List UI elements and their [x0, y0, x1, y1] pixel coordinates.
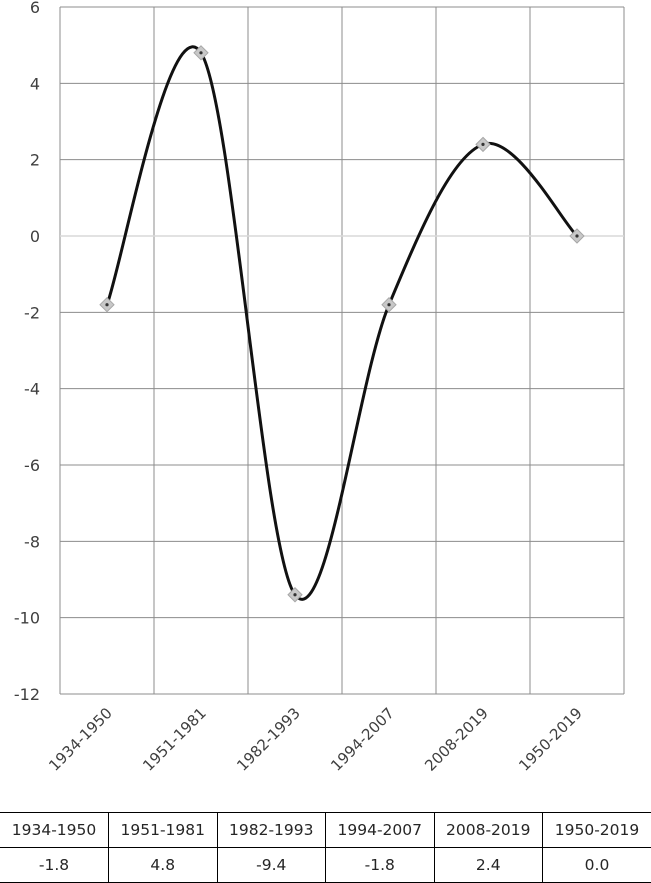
- table-value-cell: -9.4: [217, 848, 326, 883]
- table-value-row: -1.8 4.8 -9.4 -1.8 2.4 0.0: [0, 848, 651, 883]
- x-tick-label: 2008-2019: [421, 704, 492, 775]
- table-value-cell: 4.8: [109, 848, 218, 883]
- x-tick-label: 1934-1950: [45, 704, 116, 775]
- y-tick-label: 0: [30, 227, 40, 246]
- line-chart: 6 4 2 0 -2 -4 -6 -8 -10 -12 1934-1950 1951-1981 198…: [0, 0, 651, 812]
- y-tick-label: -12: [14, 685, 40, 704]
- table-header-cell: 1950-2019: [543, 813, 651, 848]
- table-value-cell: -1.8: [0, 848, 109, 883]
- data-point-center: [481, 143, 484, 146]
- table-header-cell: 1982-1993: [217, 813, 326, 848]
- data-point-center: [293, 593, 296, 596]
- table-value-cell: -1.8: [326, 848, 435, 883]
- y-tick-label: -10: [14, 609, 40, 628]
- data-table: 1934-1950 1951-1981 1982-1993 1994-2007 …: [0, 812, 651, 883]
- table-header-cell: 1934-1950: [0, 813, 109, 848]
- x-tick-label: 1982-1993: [233, 704, 304, 775]
- table-header-cell: 1951-1981: [109, 813, 218, 848]
- table-value-cell: 0.0: [543, 848, 651, 883]
- data-point-center: [105, 303, 108, 306]
- y-tick-label: 4: [30, 74, 40, 93]
- data-point-center: [199, 51, 202, 54]
- y-tick-label: -8: [24, 532, 40, 551]
- x-tick-label: 1950-2019: [515, 704, 586, 775]
- y-tick-label: 6: [30, 0, 40, 17]
- y-tick-label: -2: [24, 303, 40, 322]
- y-tick-label: -4: [24, 380, 40, 399]
- table-value-cell: 2.4: [434, 848, 543, 883]
- y-tick-label: -6: [24, 456, 40, 475]
- table-header-cell: 2008-2019: [434, 813, 543, 848]
- x-tick-label: 1951-1981: [139, 704, 210, 775]
- gridlines: [60, 7, 624, 694]
- table-header-row: 1934-1950 1951-1981 1982-1993 1994-2007 …: [0, 813, 651, 848]
- table-header-cell: 1994-2007: [326, 813, 435, 848]
- x-axis-ticks: 1934-1950 1951-1981 1982-1993 1994-2007 2008…: [45, 704, 586, 775]
- data-point-center: [575, 234, 578, 237]
- data-point-center: [387, 303, 390, 306]
- y-tick-label: 2: [30, 151, 40, 170]
- x-tick-label: 1994-2007: [327, 704, 398, 775]
- y-axis-ticks: 6 4 2 0 -2 -4 -6 -8 -10 -12: [14, 0, 40, 704]
